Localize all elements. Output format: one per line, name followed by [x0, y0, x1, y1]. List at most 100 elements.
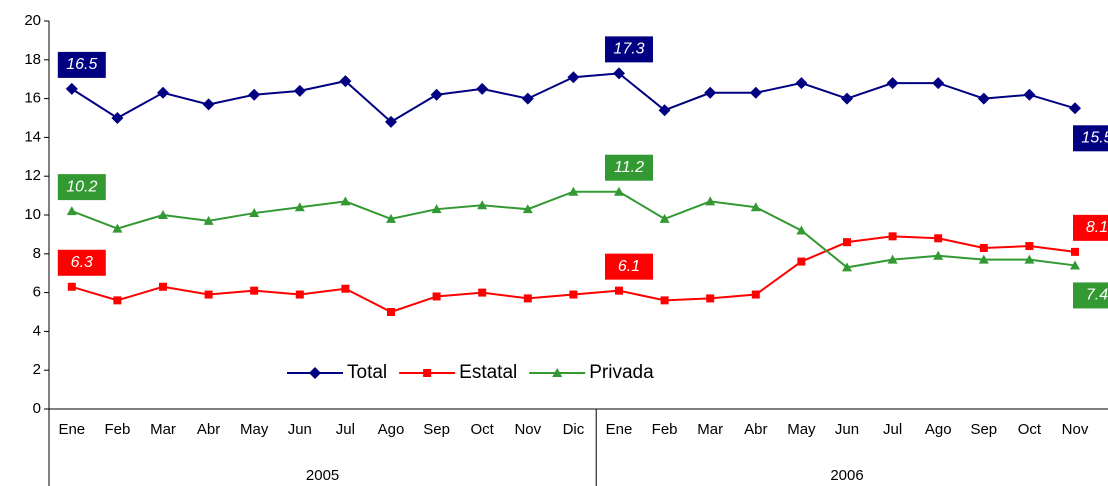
x-tick-label: Abr — [744, 421, 767, 438]
y-tick-label: 6 — [33, 284, 41, 301]
data-label: 8.1 — [1086, 219, 1108, 236]
marker — [658, 104, 671, 117]
marker — [1023, 88, 1036, 101]
marker — [613, 67, 625, 80]
marker — [567, 71, 580, 84]
marker — [295, 290, 304, 299]
marker — [67, 282, 76, 291]
marker — [887, 254, 898, 264]
marker — [1071, 247, 1079, 256]
label-box — [1073, 282, 1108, 309]
data-label: 6.3 — [71, 254, 93, 271]
marker — [841, 92, 853, 105]
y-tick-label: 12 — [24, 167, 41, 184]
y-tick-label: 18 — [24, 51, 41, 68]
marker — [386, 213, 396, 223]
marker — [842, 262, 852, 272]
marker — [750, 202, 761, 212]
label-box — [605, 154, 653, 181]
legend-label: Estatal — [459, 362, 517, 383]
marker — [157, 86, 169, 99]
marker — [706, 294, 715, 303]
marker — [932, 77, 945, 90]
x-tick-label: Nov — [514, 421, 541, 438]
marker — [934, 234, 943, 243]
data-label: 16.5 — [66, 56, 97, 73]
x-tick-label: Jul — [336, 421, 355, 438]
x-tick-label: Ene — [58, 421, 85, 438]
marker — [66, 206, 77, 216]
marker — [568, 186, 579, 196]
legend-label: Privada — [589, 362, 654, 383]
marker — [796, 225, 807, 235]
marker — [795, 77, 808, 90]
x-tick-label: Mar — [697, 421, 723, 438]
marker — [309, 367, 321, 379]
data-label: 15.5 — [1081, 130, 1108, 147]
marker — [977, 92, 990, 105]
data-label: 10.2 — [66, 178, 97, 195]
x-tick-label: Ene — [606, 421, 633, 438]
x-tick-label: Sep — [423, 421, 450, 438]
marker — [430, 88, 443, 101]
marker — [523, 294, 532, 303]
label-box — [1073, 125, 1108, 152]
marker — [933, 250, 944, 260]
marker — [113, 296, 122, 305]
marker — [1024, 254, 1035, 264]
group-label: 2006 — [830, 467, 863, 484]
x-tick-label: May — [787, 421, 816, 438]
marker — [387, 308, 395, 316]
data-label: 17.3 — [613, 41, 644, 58]
label-box — [57, 51, 106, 78]
label-box — [57, 174, 106, 201]
marker — [614, 186, 624, 196]
marker — [293, 84, 306, 97]
marker — [749, 86, 762, 99]
marker — [569, 290, 578, 299]
y-tick-label: 10 — [24, 206, 41, 223]
x-tick-label: Feb — [652, 421, 678, 438]
marker — [1025, 242, 1034, 251]
x-tick-label: Dic — [563, 421, 585, 438]
label-box — [1073, 214, 1108, 241]
marker — [204, 290, 213, 299]
marker — [476, 82, 489, 95]
y-tick-label: 14 — [24, 128, 41, 145]
marker — [978, 254, 989, 264]
marker — [979, 243, 988, 252]
marker — [522, 204, 533, 214]
marker — [249, 208, 260, 218]
x-tick-label: Oct — [471, 421, 495, 438]
marker — [886, 77, 899, 90]
marker — [423, 369, 432, 377]
y-tick-label: 0 — [33, 400, 41, 417]
x-tick-label: Ago — [378, 421, 405, 438]
marker — [385, 115, 397, 128]
marker — [294, 202, 305, 212]
x-tick-label: Jul — [883, 421, 902, 438]
marker — [111, 112, 124, 124]
series-line — [71, 190, 1076, 269]
marker — [888, 232, 897, 241]
y-tick-label: 16 — [24, 90, 41, 107]
legend-label: Total — [347, 362, 387, 383]
marker — [1069, 102, 1081, 115]
label-box — [605, 36, 653, 63]
series-line — [71, 235, 1076, 314]
x-tick-label: May — [240, 421, 269, 438]
marker — [341, 284, 350, 293]
x-tick-label: Jun — [835, 421, 859, 438]
marker — [477, 200, 488, 210]
marker — [250, 286, 259, 295]
marker — [751, 290, 760, 299]
marker — [112, 223, 123, 233]
marker — [203, 215, 214, 225]
label-box — [605, 253, 653, 280]
x-tick-label: Feb — [104, 421, 130, 438]
group-label: 2005 — [306, 467, 339, 484]
x-tick-label: Nov — [1062, 421, 1089, 438]
marker — [340, 196, 351, 206]
x-tick-label: Ago — [925, 421, 952, 438]
